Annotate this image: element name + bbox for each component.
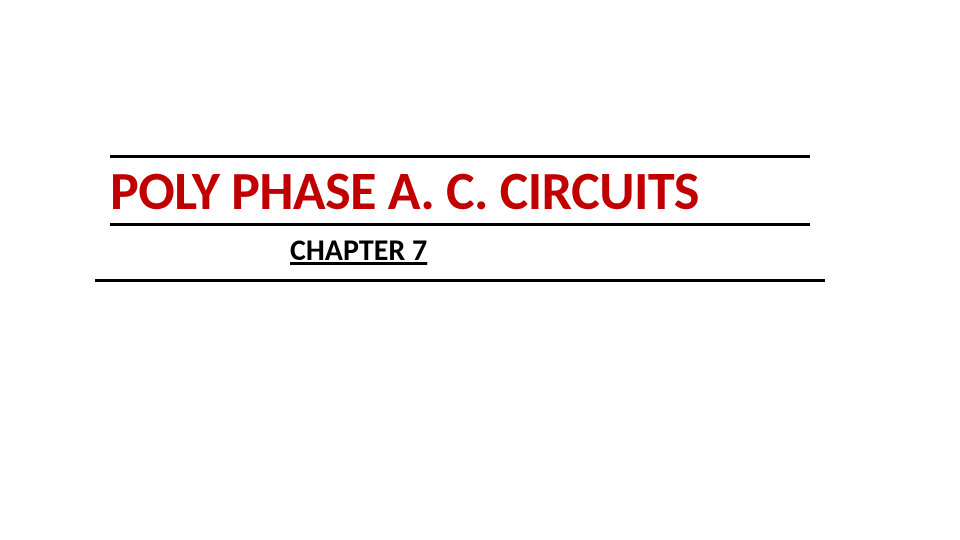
title-block: POLY PHASE A. C. CIRCUITS CHAPTER 7 — [110, 155, 810, 282]
subtitle-row: CHAPTER 7 — [110, 232, 810, 269]
slide-title: POLY PHASE A. C. CIRCUITS — [110, 162, 810, 221]
rule-bottom — [95, 279, 825, 282]
slide-subtitle: CHAPTER 7 — [290, 232, 427, 269]
